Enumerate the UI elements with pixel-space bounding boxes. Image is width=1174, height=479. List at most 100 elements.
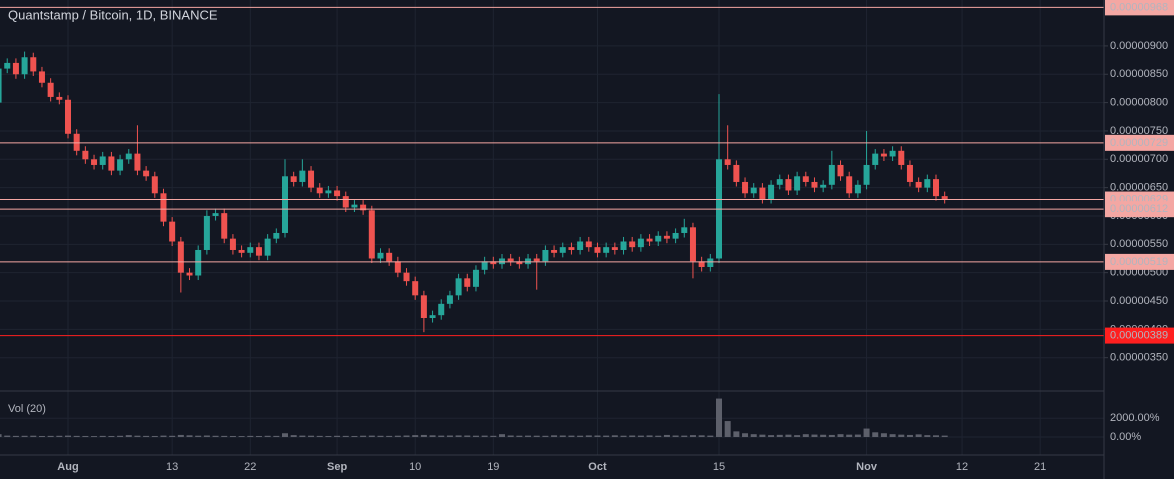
- candle-body: [794, 176, 801, 191]
- candle-body: [186, 272, 193, 276]
- candle-body: [924, 179, 931, 188]
- volume-bar: [169, 435, 176, 437]
- candle-body: [733, 164, 740, 182]
- volume-bar: [299, 435, 306, 437]
- volume-bar: [724, 421, 731, 437]
- volume-bar: [4, 435, 11, 437]
- volume-bar: [716, 398, 722, 437]
- x-tick-label: 13: [166, 461, 178, 473]
- volume-bar: [203, 435, 210, 437]
- candle-body: [438, 303, 445, 316]
- volume-bar: [464, 435, 471, 437]
- volume-bar: [264, 435, 271, 437]
- volume-bar: [386, 435, 393, 437]
- candle-body: [73, 133, 80, 151]
- volume-bar: [906, 434, 913, 437]
- candle-body: [872, 153, 879, 165]
- volume-bar: [412, 435, 419, 437]
- volume-bar: [577, 435, 584, 437]
- candle-body: [394, 261, 401, 273]
- volume-bar: [933, 435, 939, 437]
- volume-bar: [273, 435, 280, 437]
- volume-bar: [759, 434, 766, 437]
- candle-body: [108, 156, 115, 171]
- volume-bar: [742, 433, 749, 437]
- volume-bar: [177, 434, 184, 437]
- volume-bar: [238, 436, 245, 437]
- volume-bar: [47, 435, 54, 437]
- volume-bar: [490, 435, 497, 437]
- volume-bar: [915, 434, 922, 437]
- candle-body: [620, 241, 627, 250]
- candle-body: [21, 57, 28, 75]
- volume-bar: [507, 435, 514, 437]
- volume-bar: [342, 435, 349, 437]
- candle-body: [429, 315, 436, 319]
- candle-body: [854, 184, 861, 194]
- volume-bar: [707, 435, 714, 437]
- candle-body: [420, 295, 427, 319]
- volume-bar: [637, 435, 644, 437]
- candle-body: [525, 258, 532, 265]
- candle-body: [698, 261, 705, 267]
- candle-body: [655, 235, 662, 242]
- volume-bar: [585, 435, 592, 437]
- candle-body: [264, 238, 271, 256]
- volume-bar: [0, 434, 2, 437]
- volume-bar: [516, 435, 523, 437]
- candle-body: [299, 170, 306, 182]
- y-tick-label: 0.00000550: [1110, 238, 1168, 250]
- candle-body: [82, 150, 89, 160]
- volume-bar: [290, 435, 297, 437]
- candle-body: [837, 164, 844, 177]
- candle-body: [195, 249, 202, 276]
- candle-body: [585, 241, 592, 248]
- volume-bar: [611, 435, 618, 437]
- volume-bar: [646, 435, 653, 437]
- volume-bar: [446, 435, 453, 437]
- volume-bar: [403, 435, 410, 437]
- volume-bar: [733, 431, 740, 437]
- candle-body: [499, 258, 505, 265]
- candle-body: [316, 187, 323, 194]
- candle-body: [933, 179, 939, 197]
- volume-bar: [316, 435, 323, 437]
- volume-bar: [91, 436, 98, 437]
- volume-bar: [828, 434, 835, 437]
- candle-body: [247, 247, 254, 253]
- candle-body: [646, 238, 653, 242]
- candle-body: [334, 190, 341, 197]
- level-label: 0.00000729: [1110, 137, 1168, 149]
- volume-bar: [854, 434, 861, 437]
- volume-bar: [160, 435, 167, 437]
- candle-body: [282, 176, 288, 233]
- candle-body: [38, 71, 45, 83]
- volume-bar: [420, 434, 427, 437]
- volume-bar: [325, 435, 332, 437]
- volume-bar: [620, 435, 627, 437]
- candle-body: [689, 227, 696, 262]
- volume-bar: [134, 435, 141, 437]
- candle-body: [490, 261, 497, 265]
- volume-bar: [282, 433, 288, 437]
- volume-bar: [551, 435, 558, 437]
- volume-bar: [542, 435, 549, 437]
- candle-body: [30, 57, 37, 72]
- axes: 0.000003500.000004000.000004500.00000500…: [57, 0, 1174, 473]
- candle-body: [551, 249, 558, 253]
- x-tick-label: Nov: [856, 461, 878, 473]
- candle-body: [507, 258, 514, 262]
- x-tick-label: Sep: [327, 461, 347, 473]
- candle-body: [143, 170, 150, 177]
- level-badge: [1105, 134, 1174, 151]
- volume-bar: [681, 435, 688, 437]
- volume-bar: [117, 435, 124, 437]
- volume-bar: [73, 435, 80, 437]
- candle-body: [403, 272, 410, 282]
- candle-body: [637, 238, 644, 248]
- level-label: 0.00000389: [1110, 329, 1168, 341]
- candle-body: [412, 281, 419, 296]
- volume-bar: [672, 435, 679, 437]
- candle-body: [221, 213, 228, 239]
